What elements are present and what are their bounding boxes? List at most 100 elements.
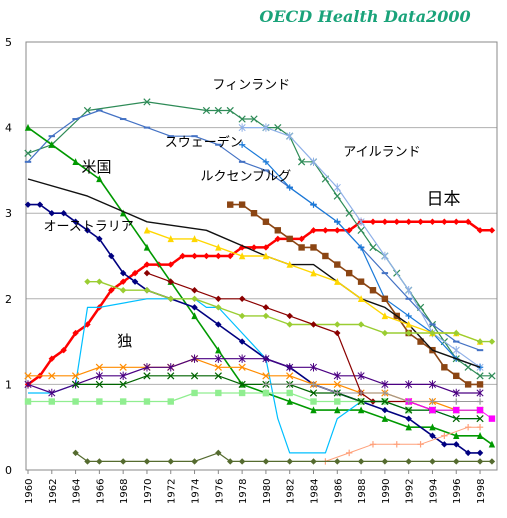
- series-12: [84, 278, 496, 345]
- data-point: [453, 432, 460, 439]
- data-point: [476, 381, 484, 388]
- data-point: [227, 201, 234, 208]
- data-point: [262, 458, 270, 465]
- data-point: [405, 423, 412, 431]
- data-point: [84, 458, 91, 465]
- data-point: [286, 397, 293, 405]
- data-point: [48, 398, 55, 405]
- data-point: [191, 252, 198, 260]
- data-point: [119, 371, 127, 381]
- x-tick-label: 1964: [72, 479, 83, 504]
- data-point: [405, 406, 413, 414]
- data-point: [357, 406, 365, 414]
- data-point: [72, 449, 79, 457]
- data-point: [464, 424, 472, 431]
- data-point: [381, 414, 389, 422]
- data-point: [202, 106, 211, 115]
- data-point: [405, 415, 412, 422]
- data-point: [143, 269, 151, 277]
- data-point: [190, 372, 199, 380]
- data-point: [488, 338, 496, 345]
- x-tick-label: 1970: [143, 479, 154, 504]
- data-point: [48, 141, 55, 148]
- data-point: [24, 398, 32, 405]
- x-tick-label: 1986: [333, 479, 344, 504]
- data-point: [476, 406, 484, 414]
- data-point: [441, 432, 448, 439]
- series-line: [146, 272, 480, 411]
- data-point: [36, 201, 44, 208]
- data-point: [429, 218, 436, 225]
- y-tick-label: 4: [5, 122, 12, 135]
- data-point: [191, 458, 198, 465]
- data-point: [381, 406, 389, 414]
- series-10: [27, 178, 481, 368]
- series-line: [27, 178, 481, 368]
- x-tick-label: 1990: [381, 479, 392, 504]
- data-point: [310, 406, 317, 414]
- data-point: [227, 252, 234, 260]
- data-point: [453, 458, 460, 465]
- axes: 0 1 2 3 4 5 1960 1962 1964 1966 1968 1970 1972 1974 19…: [5, 36, 498, 504]
- data-point: [405, 380, 413, 389]
- data-point: [286, 131, 294, 141]
- data-point: [488, 227, 496, 234]
- data-point: [119, 458, 127, 465]
- data-point: [334, 227, 341, 234]
- data-point: [452, 415, 460, 423]
- data-point: [215, 252, 222, 260]
- data-point: [143, 287, 151, 294]
- data-point: [119, 380, 127, 389]
- data-point: [131, 269, 139, 277]
- data-point: [381, 312, 389, 320]
- data-point: [393, 441, 400, 448]
- data-point: [143, 372, 151, 380]
- data-point: [429, 406, 436, 414]
- y-tick-label: 2: [5, 293, 12, 306]
- data-point: [381, 295, 389, 302]
- data-point: [476, 432, 484, 439]
- data-point: [310, 201, 317, 208]
- data-point: [286, 235, 293, 243]
- data-point: [381, 380, 389, 389]
- data-point: [369, 218, 377, 225]
- x-tick-label: 1972: [167, 479, 178, 504]
- data-point: [214, 363, 222, 371]
- data-point: [476, 388, 484, 398]
- data-point: [310, 321, 317, 328]
- data-point: [262, 381, 270, 388]
- data-point: [333, 192, 341, 200]
- data-point: [357, 371, 365, 381]
- data-point: [214, 354, 222, 363]
- data-point: [286, 381, 293, 388]
- data-point: [72, 398, 79, 405]
- data-point: [167, 295, 174, 302]
- x-tick-label: 1998: [476, 479, 487, 504]
- data-point: [24, 123, 32, 131]
- data-point: [357, 244, 365, 251]
- data-point: [345, 269, 353, 277]
- data-point: [238, 115, 246, 123]
- data-point: [405, 398, 412, 405]
- data-point: [72, 218, 79, 225]
- data-point: [167, 398, 174, 405]
- data-point: [357, 458, 365, 465]
- data-point: [357, 321, 365, 328]
- data-point: [417, 441, 424, 448]
- data-point: [488, 458, 496, 465]
- data-point: [215, 304, 222, 311]
- data-point: [214, 372, 222, 380]
- data-point: [24, 149, 32, 157]
- data-point: [286, 458, 293, 465]
- data-point: [238, 363, 246, 371]
- data-point: [476, 458, 484, 465]
- data-point: [262, 389, 270, 397]
- data-point: [143, 363, 151, 372]
- data-point: [24, 380, 32, 389]
- data-point: [119, 209, 127, 217]
- data-point: [381, 389, 389, 397]
- data-point: [72, 158, 79, 166]
- series-14: [24, 354, 484, 398]
- data-point: [108, 287, 115, 294]
- data-point: [167, 363, 175, 372]
